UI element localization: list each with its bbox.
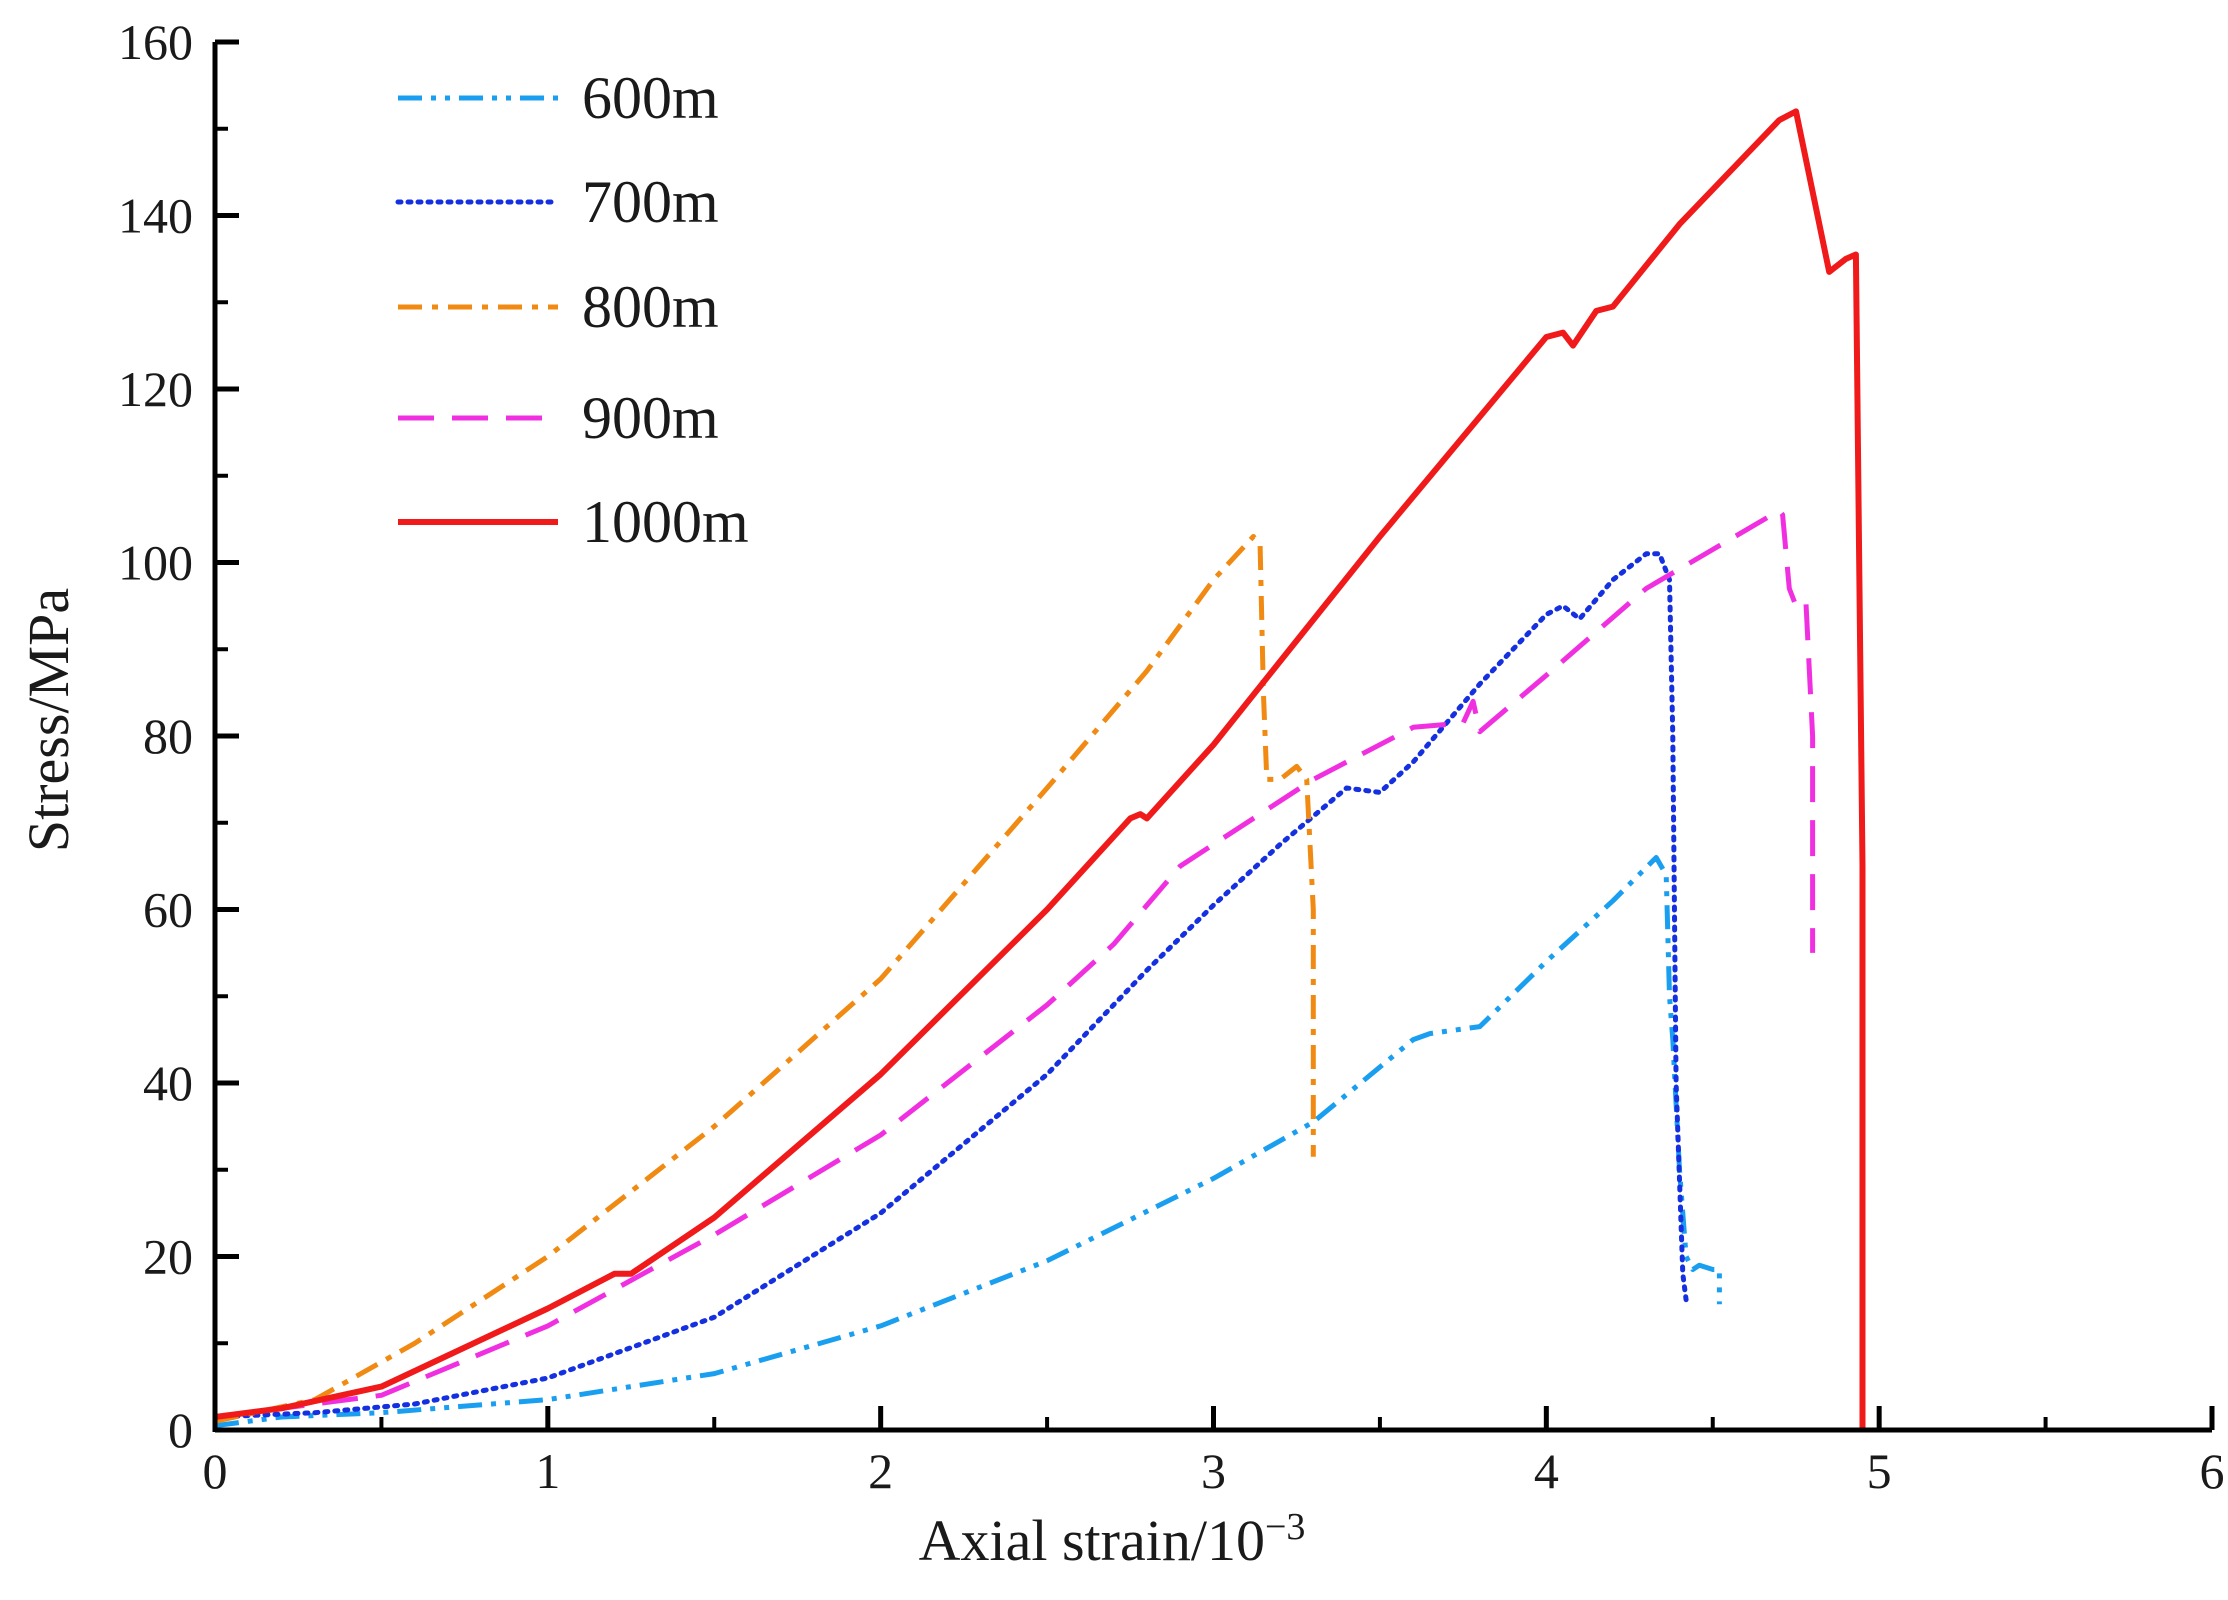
x-axis-title: Axial strain/10−3 (919, 1506, 1306, 1573)
ticks (212, 39, 2215, 1433)
series-line-1000m (214, 108, 1866, 1430)
y-tick-label: 40 (143, 1055, 193, 1111)
y-tick-label: 100 (118, 535, 193, 591)
y-tick-label: 140 (118, 188, 193, 244)
legend-label-700m: 700m (582, 169, 719, 235)
series-line-700m (212, 551, 1689, 1420)
x-tick-label: 0 (203, 1443, 228, 1499)
legend-label-800m: 800m (582, 274, 719, 340)
x-tick-label: 6 (2200, 1443, 2225, 1499)
y-tick-label: 80 (143, 708, 193, 764)
legend: 600m 700m 800m 900m 1000m (395, 65, 749, 555)
y-tick-label: 160 (118, 14, 193, 70)
legend-label-900m: 900m (582, 385, 719, 451)
legend-label-1000m: 1000m (582, 489, 749, 555)
legend-label-600m: 600m (582, 65, 719, 131)
axes (212, 42, 2212, 1433)
plot-lines (212, 108, 1866, 1430)
x-tick-label: 3 (1201, 1443, 1226, 1499)
x-axis-title-text: Axial strain/10 (919, 1508, 1265, 1573)
series-line-600m (214, 855, 1722, 1429)
series-line-800m (214, 534, 1316, 1424)
y-tick-label: 0 (168, 1402, 193, 1458)
x-axis-title-exponent: −3 (1265, 1506, 1305, 1548)
y-tick-label: 120 (118, 361, 193, 417)
y-tick-label: 20 (143, 1229, 193, 1285)
y-tick-label: 60 (143, 882, 193, 938)
x-tick-label: 4 (1534, 1443, 1559, 1499)
x-tick-label: 2 (868, 1443, 893, 1499)
series-line-900m (214, 508, 1816, 1420)
x-tick-label: 5 (1867, 1443, 1892, 1499)
y-axis-title: Stress/MPa (16, 588, 81, 852)
x-tick-label: 1 (535, 1443, 560, 1499)
